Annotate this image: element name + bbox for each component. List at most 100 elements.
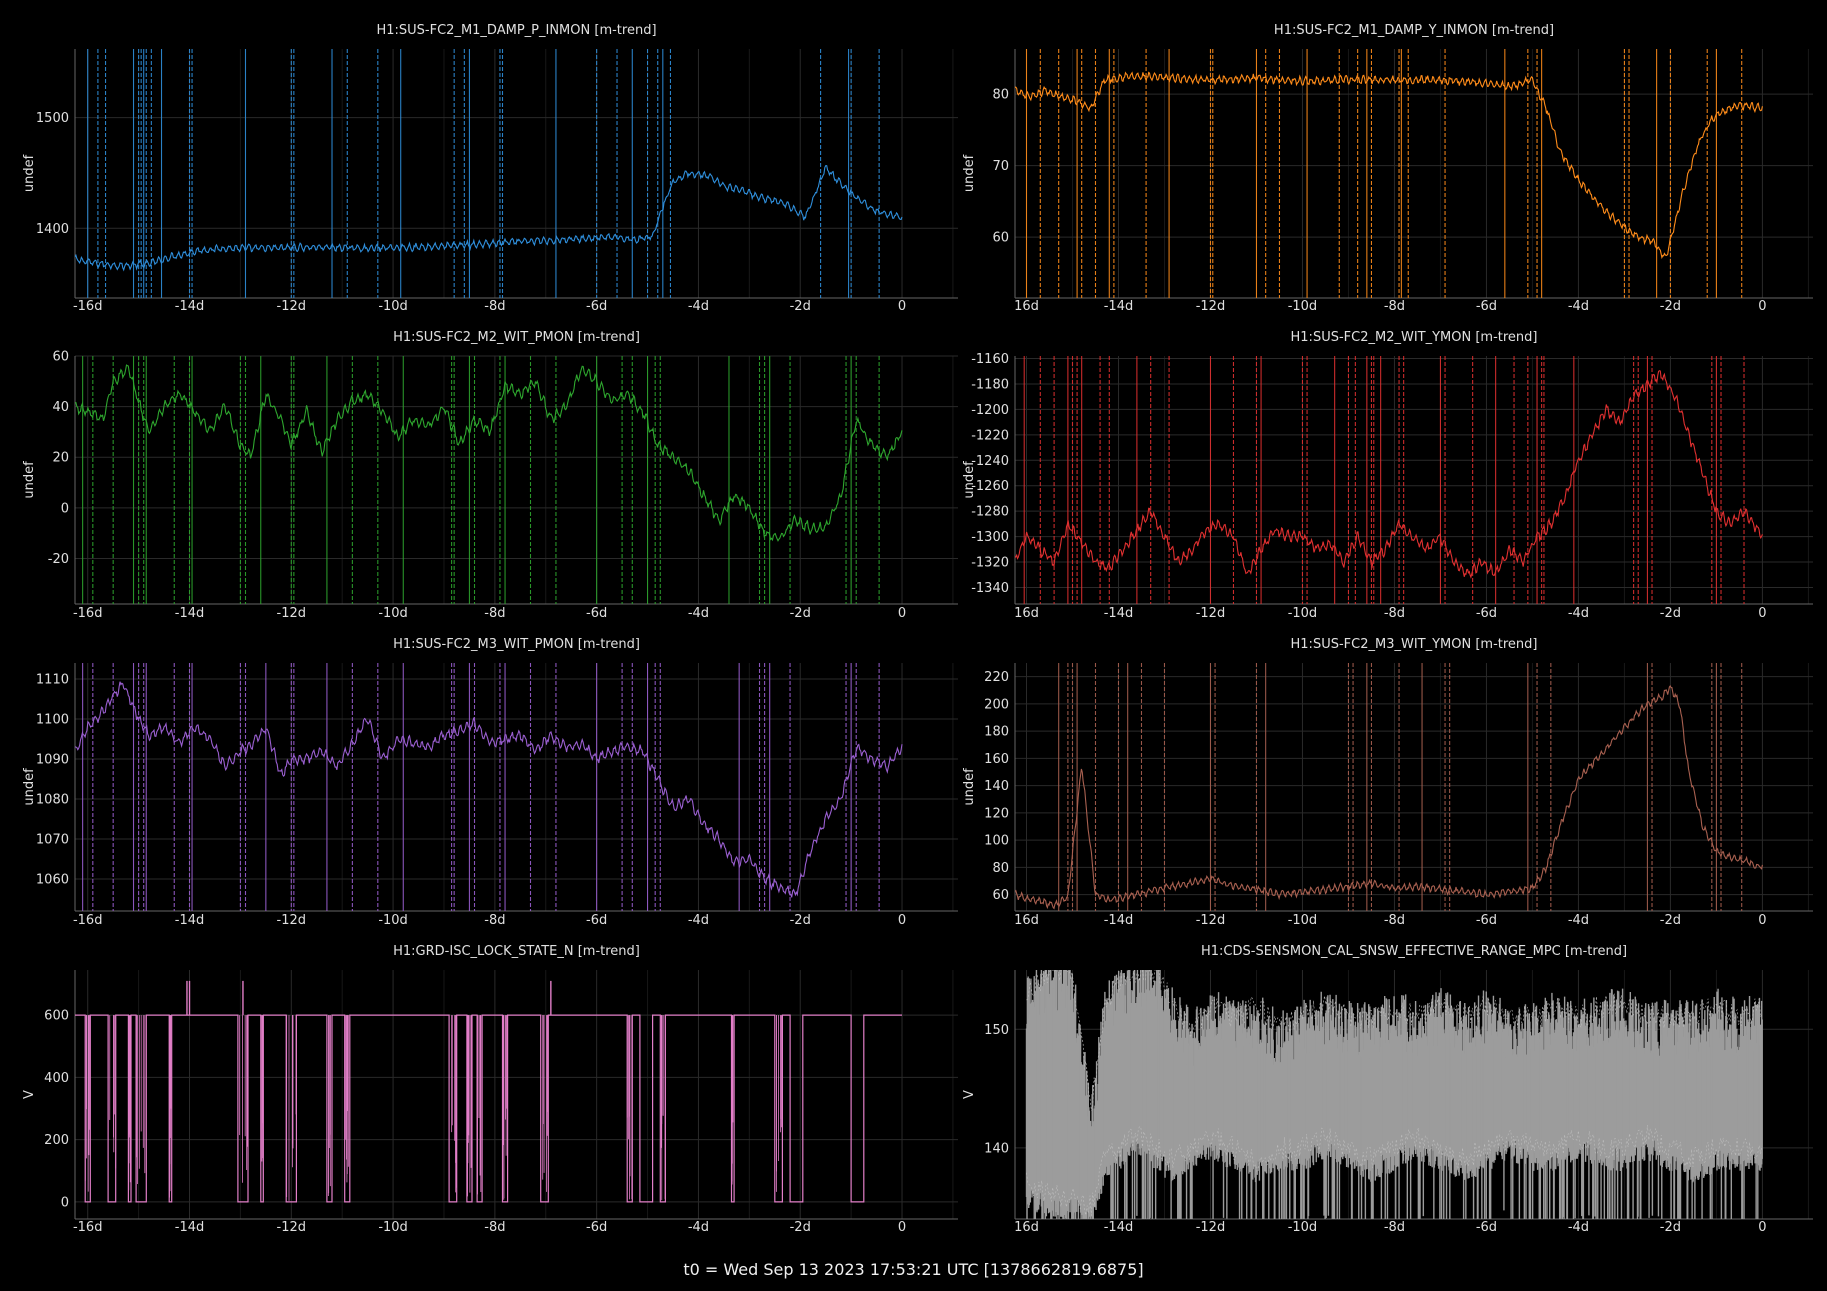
y-tick-label: 60 bbox=[992, 231, 1009, 246]
x-tick-label: -8d bbox=[484, 606, 505, 621]
y-tick-label: 20 bbox=[52, 451, 69, 466]
y-axis-label: undef bbox=[962, 768, 977, 806]
x-tick-label: -2d bbox=[1660, 913, 1681, 928]
x-tick-label: -8d bbox=[484, 299, 505, 314]
time-origin-footer: t0 = Wed Sep 13 2023 17:53:21 UTC [13786… bbox=[683, 1260, 1144, 1279]
y-tick-label: 40 bbox=[52, 400, 69, 415]
y-tick-label: 0 bbox=[61, 1195, 69, 1210]
plot-area bbox=[1015, 356, 1763, 604]
grid bbox=[75, 970, 958, 1219]
y-tick-label: -1280 bbox=[971, 505, 1009, 520]
y-axis-label: undef bbox=[962, 461, 977, 499]
series-max-line bbox=[1026, 970, 1763, 1112]
x-tick-label: -4d bbox=[1568, 913, 1589, 928]
chart-title: H1:GRD-ISC_LOCK_STATE_N [m-trend] bbox=[393, 944, 640, 959]
plot-area bbox=[75, 356, 903, 604]
x-tick-label: -10d bbox=[378, 1220, 408, 1235]
x-tick-label: -8d bbox=[1384, 913, 1405, 928]
plot-area bbox=[1025, 970, 1763, 1219]
x-tick-label: 0 bbox=[898, 299, 906, 314]
y-tick-label: 1500 bbox=[36, 111, 69, 126]
x-tick-label: -8d bbox=[484, 1220, 505, 1235]
x-tick-label: -6d bbox=[586, 299, 607, 314]
x-tick-label: 16d bbox=[1014, 299, 1039, 314]
grid bbox=[75, 49, 958, 298]
panel-2: H1:SUS-FC2_M1_DAMP_Y_INMON [m-trend] unde… bbox=[962, 23, 1813, 314]
x-tick-label: -2d bbox=[790, 606, 811, 621]
y-tick-label: 1060 bbox=[36, 873, 69, 888]
x-tick-label: -4d bbox=[688, 299, 709, 314]
y-tick-label: -1300 bbox=[971, 530, 1009, 545]
y-axis-label: undef bbox=[22, 768, 37, 806]
x-tick-label: 0 bbox=[1758, 606, 1766, 621]
chart-title: H1:SUS-FC2_M2_WIT_YMON [m-trend] bbox=[1291, 330, 1538, 345]
x-tick-label: -12d bbox=[1196, 606, 1226, 621]
x-tick-label: -14d bbox=[175, 606, 205, 621]
grid bbox=[75, 663, 958, 911]
x-tick-label: -8d bbox=[484, 913, 505, 928]
series-line bbox=[1015, 370, 1763, 579]
y-axis-label: undef bbox=[22, 461, 37, 499]
x-tick-label: -12d bbox=[1196, 1220, 1226, 1235]
x-tick-label: -12d bbox=[1196, 913, 1226, 928]
x-tick-label: -2d bbox=[790, 1220, 811, 1235]
y-axis-label: V bbox=[962, 1090, 977, 1099]
y-tick-label: 220 bbox=[984, 670, 1009, 685]
panel-6: H1:SUS-FC2_M3_WIT_YMON [m-trend] undef 16d… bbox=[962, 637, 1813, 928]
series-line bbox=[75, 1014, 902, 1203]
y-tick-label: 70 bbox=[992, 159, 1009, 174]
chart-title: H1:CDS-SENSMON_CAL_SNSW_EFFECTIVE_RANGE_… bbox=[1201, 944, 1627, 959]
x-tick-label: -6d bbox=[1476, 606, 1497, 621]
y-tick-label: 1080 bbox=[36, 793, 69, 808]
series-line bbox=[75, 364, 903, 542]
y-tick-label: -1200 bbox=[971, 403, 1009, 418]
x-tick-label: -14d bbox=[175, 1220, 205, 1235]
y-tick-label: 160 bbox=[984, 752, 1009, 767]
x-tick-label: -16d bbox=[73, 1220, 103, 1235]
x-tick-label: -10d bbox=[1288, 1220, 1318, 1235]
x-tick-label: -10d bbox=[378, 299, 408, 314]
x-tick-label: 16d bbox=[1014, 606, 1039, 621]
x-tick-label: -6d bbox=[1476, 299, 1497, 314]
x-tick-label: -4d bbox=[1568, 299, 1589, 314]
x-tick-label: -10d bbox=[378, 913, 408, 928]
chart-title: H1:SUS-FC2_M1_DAMP_Y_INMON [m-trend] bbox=[1274, 23, 1554, 38]
y-tick-label: 140 bbox=[984, 1141, 1009, 1156]
y-tick-label: 0 bbox=[61, 501, 69, 516]
panel-4: H1:SUS-FC2_M2_WIT_YMON [m-trend] undef 16d… bbox=[962, 330, 1813, 621]
chart-title: H1:SUS-FC2_M3_WIT_YMON [m-trend] bbox=[1291, 637, 1538, 652]
y-tick-label: 80 bbox=[992, 861, 1009, 876]
y-tick-label: 140 bbox=[984, 779, 1009, 794]
y-tick-label: 1400 bbox=[36, 222, 69, 237]
grid bbox=[1015, 49, 1813, 298]
x-tick-label: -10d bbox=[1288, 606, 1318, 621]
x-tick-label: -8d bbox=[1384, 299, 1405, 314]
y-tick-label: -1220 bbox=[971, 428, 1009, 443]
x-tick-label: -10d bbox=[1288, 299, 1318, 314]
y-tick-label: 100 bbox=[984, 834, 1009, 849]
y-tick-label: 1100 bbox=[36, 713, 69, 728]
grid bbox=[1015, 663, 1813, 911]
x-tick-label: -14d bbox=[1104, 913, 1134, 928]
x-tick-label: 0 bbox=[1758, 1220, 1766, 1235]
x-tick-label: -6d bbox=[1476, 913, 1497, 928]
x-tick-label: -4d bbox=[1568, 606, 1589, 621]
x-tick-label: -6d bbox=[1476, 1220, 1497, 1235]
x-tick-label: -14d bbox=[175, 299, 205, 314]
panel-1: H1:SUS-FC2_M1_DAMP_P_INMON [m-trend] unde… bbox=[22, 23, 958, 314]
x-tick-label: -10d bbox=[378, 606, 408, 621]
x-tick-label: -12d bbox=[277, 299, 307, 314]
x-tick-label: 0 bbox=[898, 913, 906, 928]
series-line bbox=[75, 165, 903, 272]
panel-5: H1:SUS-FC2_M3_WIT_PMON [m-trend] undef -16… bbox=[22, 637, 958, 928]
x-tick-label: -14d bbox=[1104, 606, 1134, 621]
x-tick-label: -4d bbox=[688, 606, 709, 621]
plot-area bbox=[75, 49, 903, 298]
plot-area bbox=[75, 663, 903, 911]
x-tick-label: 0 bbox=[1758, 913, 1766, 928]
y-tick-label: -1320 bbox=[971, 556, 1009, 571]
panel-7: H1:GRD-ISC_LOCK_STATE_N [m-trend] V -16d -1… bbox=[22, 944, 958, 1235]
x-tick-label: -4d bbox=[688, 1220, 709, 1235]
x-tick-label: -16d bbox=[73, 606, 103, 621]
